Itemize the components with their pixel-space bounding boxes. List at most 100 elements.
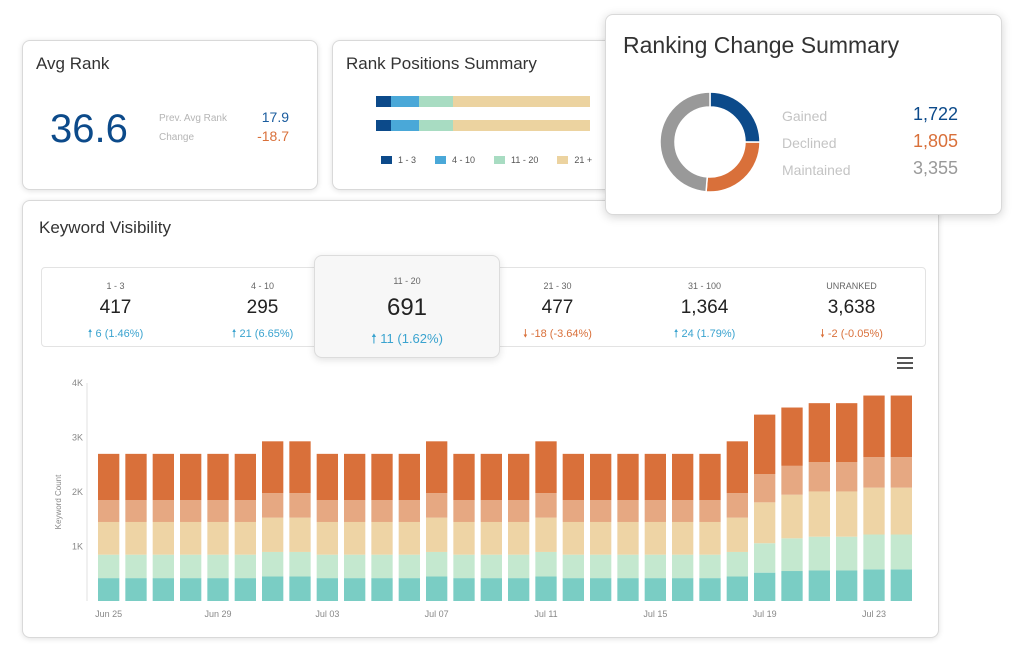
bar-segment: [480, 554, 502, 579]
y-axis-title: Keyword Count: [54, 474, 63, 529]
bar-segment: [644, 554, 666, 579]
bar-segment: [781, 494, 803, 539]
x-tick-label: Jun 25: [95, 609, 122, 619]
bar-segment: [98, 521, 120, 555]
stat-label: 1 - 3: [106, 281, 125, 291]
stat-change: 11 (1.62%): [380, 331, 443, 346]
bar-segment: [98, 500, 120, 522]
bar-segment: [180, 500, 202, 522]
bar-segment: [836, 462, 858, 492]
stat-value: 3,638: [827, 297, 876, 318]
bar-segment: [344, 521, 366, 555]
stat-label: 21 - 30: [543, 281, 572, 291]
bar-segment: [398, 521, 420, 555]
bar-segment: [426, 576, 448, 601]
bar-segment: [508, 578, 530, 601]
bar-segment: [699, 500, 721, 522]
bar-segment: [672, 500, 694, 522]
rank-bar-segment: [376, 96, 391, 107]
legend-item[interactable]: 4 - 10: [435, 155, 475, 165]
stat-11-20[interactable]: 11 - 20 691 🠕 11 (1.62%): [314, 255, 500, 358]
bar-segment: [699, 578, 721, 601]
bar-segment: [617, 500, 639, 522]
bar-segment: [453, 578, 475, 601]
bar-segment: [316, 554, 338, 579]
rank-positions-legend: 1 - 3 4 - 10 11 - 20 21 +: [381, 155, 592, 165]
stat-change: -18 (-3.64%): [530, 328, 592, 340]
stat-21-30[interactable]: 21 - 30 477 🠗 -18 (-3.64%): [484, 268, 631, 348]
bar-segment: [398, 453, 420, 501]
bar-segment: [590, 521, 612, 555]
bar-segment: [207, 453, 229, 501]
bar-segment: [207, 500, 229, 522]
bar-segment: [152, 554, 174, 579]
bar-segment: [371, 500, 393, 522]
bar-segment: [207, 554, 229, 579]
bar-segment: [726, 551, 748, 577]
stat-value: 295: [246, 297, 279, 318]
arrow-up-icon: 🠕: [371, 331, 377, 346]
bar-segment: [590, 554, 612, 579]
bar-segment: [371, 453, 393, 501]
bar-segment: [453, 554, 475, 579]
bar-segment: [808, 462, 830, 492]
bar-segment: [808, 491, 830, 537]
rank-bar-segment: [418, 120, 454, 131]
bar-segment: [590, 500, 612, 522]
bar-segment: [781, 407, 803, 466]
legend-item[interactable]: 11 - 20: [494, 155, 538, 165]
arrow-up-icon: 🠕: [231, 328, 237, 340]
bar-segment: [125, 521, 147, 555]
legend-swatch: [557, 156, 569, 164]
x-tick-label: Jul 11: [534, 609, 557, 619]
legend-item[interactable]: 21 +: [557, 155, 592, 165]
bar-segment: [316, 453, 338, 501]
bar-segment: [535, 441, 557, 494]
x-tick-label: Jul 03: [315, 609, 339, 619]
legend-swatch: [435, 156, 447, 164]
bar-segment: [726, 576, 748, 601]
legend-label: 4 - 10: [452, 155, 476, 165]
bar-segment: [480, 453, 502, 501]
bar-segment: [836, 403, 858, 463]
bar-segment: [426, 517, 448, 552]
donut-slice-maintained[interactable]: [659, 91, 711, 193]
bar-segment: [617, 453, 639, 501]
donut-slice-declined[interactable]: [705, 141, 761, 193]
bar-segment: [644, 500, 666, 522]
bar-segment: [152, 578, 174, 601]
legend-item[interactable]: 1 - 3: [381, 155, 416, 165]
chart-menu-icon[interactable]: [897, 357, 913, 369]
x-tick-label: Jul 19: [753, 609, 777, 619]
bar-segment: [590, 453, 612, 501]
keyword-visibility-card: Keyword Visibility 1 - 3 417 🠕 6 (1.46%)…: [22, 200, 939, 638]
bar-segment: [426, 551, 448, 577]
stat-4-10[interactable]: 4 - 10 295 🠕 21 (6.65%): [189, 268, 336, 348]
stat-unranked[interactable]: UNRANKED 3,638 🠗 -2 (-0.05%): [778, 268, 925, 348]
bar-segment: [125, 578, 147, 601]
bar-segment: [125, 554, 147, 579]
stat-value: 417: [99, 297, 132, 318]
bar-segment: [754, 414, 776, 475]
stat-change: 21 (6.65%): [239, 328, 294, 340]
stat-change: -2 (-0.05%): [827, 328, 883, 340]
gained-value: 1,722: [912, 104, 958, 124]
bar-segment: [371, 578, 393, 601]
bar-segment: [344, 554, 366, 579]
bar-segment: [808, 536, 830, 571]
donut-slice-gained[interactable]: [709, 91, 761, 143]
bar-segment: [480, 521, 502, 555]
legend-label: 11 - 20: [511, 155, 539, 165]
bar-segment: [152, 521, 174, 555]
stat-1-3[interactable]: 1 - 3 417 🠕 6 (1.46%): [42, 268, 189, 348]
bar-segment: [863, 457, 885, 488]
bar-segment: [726, 441, 748, 494]
bar-segment: [289, 576, 311, 601]
bar-segment: [125, 500, 147, 522]
rank-positions-title: Rank Positions Summary: [346, 54, 537, 73]
bar-segment: [754, 502, 776, 544]
rank-bar-segment: [376, 120, 391, 131]
bar-segment: [535, 517, 557, 552]
rank-positions-card: Rank Positions Summary 1 - 3 4 - 10 11 -…: [332, 40, 622, 190]
stat-31-100[interactable]: 31 - 100 1,364 🠕 24 (1.79%): [631, 268, 778, 348]
